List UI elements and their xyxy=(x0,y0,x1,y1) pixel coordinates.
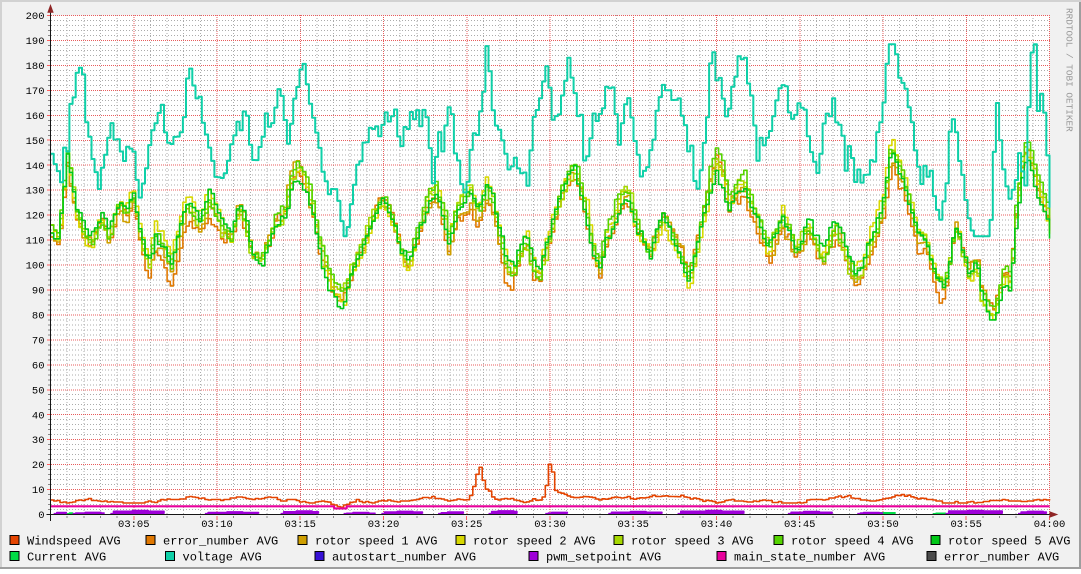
svg-text:03:05: 03:05 xyxy=(118,519,150,531)
svg-text:50: 50 xyxy=(32,385,45,397)
svg-text:pwm_setpoint AVG: pwm_setpoint AVG xyxy=(546,551,661,565)
svg-text:Windspeed AVG: Windspeed AVG xyxy=(27,535,121,549)
svg-text:rotor speed 4 AVG: rotor speed 4 AVG xyxy=(791,535,913,549)
svg-text:170: 170 xyxy=(26,86,45,98)
svg-text:autostart_number AVG: autostart_number AVG xyxy=(332,551,476,565)
svg-text:90: 90 xyxy=(32,286,45,298)
svg-text:160: 160 xyxy=(26,111,45,123)
svg-text:03:30: 03:30 xyxy=(534,519,566,531)
svg-text:rotor speed 2 AVG: rotor speed 2 AVG xyxy=(473,535,595,549)
svg-text:rotor speed 3 AVG: rotor speed 3 AVG xyxy=(631,535,753,549)
svg-text:10: 10 xyxy=(32,485,45,497)
svg-text:30: 30 xyxy=(32,435,45,447)
svg-text:error_number AVG: error_number AVG xyxy=(163,535,278,549)
svg-text:80: 80 xyxy=(32,311,45,323)
svg-text:03:15: 03:15 xyxy=(284,519,316,531)
svg-text:0: 0 xyxy=(38,510,44,522)
svg-text:120: 120 xyxy=(26,211,45,223)
svg-text:03:50: 03:50 xyxy=(867,519,899,531)
svg-text:RRDTOOL / TOBI OETIKER: RRDTOOL / TOBI OETIKER xyxy=(1064,8,1075,132)
svg-text:03:20: 03:20 xyxy=(368,519,400,531)
svg-text:03:25: 03:25 xyxy=(451,519,483,531)
svg-text:110: 110 xyxy=(26,236,45,248)
svg-text:140: 140 xyxy=(26,161,45,173)
svg-text:03:35: 03:35 xyxy=(617,519,649,531)
svg-text:04:00: 04:00 xyxy=(1034,519,1066,531)
svg-text:rotor speed 5 AVG: rotor speed 5 AVG xyxy=(948,535,1070,549)
svg-text:100: 100 xyxy=(26,261,45,273)
svg-text:150: 150 xyxy=(26,136,45,148)
svg-text:03:40: 03:40 xyxy=(701,519,733,531)
svg-text:180: 180 xyxy=(26,61,45,73)
svg-text:20: 20 xyxy=(32,460,45,472)
svg-text:Current AVG: Current AVG xyxy=(27,551,106,565)
svg-text:03:10: 03:10 xyxy=(201,519,233,531)
svg-text:70: 70 xyxy=(32,336,45,348)
svg-text:main_state_number AVG: main_state_number AVG xyxy=(734,551,885,565)
svg-text:voltage AVG: voltage AVG xyxy=(183,551,262,565)
svg-text:error_number AVG: error_number AVG xyxy=(944,551,1059,565)
svg-text:200: 200 xyxy=(26,11,45,23)
svg-text:190: 190 xyxy=(26,36,45,48)
svg-text:60: 60 xyxy=(32,360,45,372)
svg-text:rotor speed 1 AVG: rotor speed 1 AVG xyxy=(315,535,437,549)
svg-text:03:55: 03:55 xyxy=(950,519,982,531)
svg-text:40: 40 xyxy=(32,410,45,422)
svg-text:03:45: 03:45 xyxy=(784,519,816,531)
svg-text:130: 130 xyxy=(26,186,45,198)
